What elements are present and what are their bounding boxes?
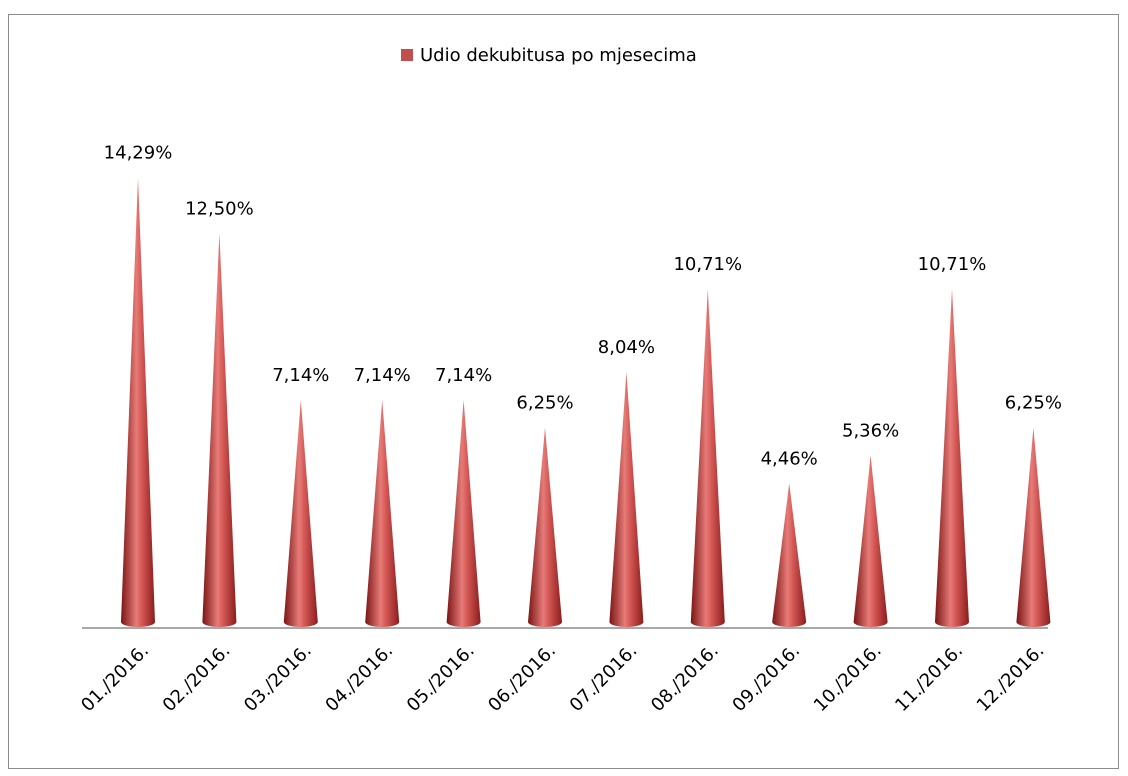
data-label: 10,71%: [918, 254, 987, 275]
data-label: 6,25%: [1005, 393, 1062, 414]
cone-body: [283, 399, 318, 627]
cone: [853, 455, 888, 627]
cone-body: [609, 371, 644, 627]
cone: [121, 177, 155, 627]
data-label: 14,29%: [104, 143, 173, 164]
cone-body: [202, 233, 237, 627]
cone-body: [853, 455, 888, 627]
data-label: 5,36%: [842, 420, 899, 441]
cone-body: [446, 399, 481, 627]
data-label: 7,14%: [354, 365, 411, 386]
data-label: 7,14%: [272, 365, 329, 386]
data-label: 4,46%: [761, 448, 818, 469]
cone-body: [935, 288, 969, 627]
data-label: 12,50%: [185, 198, 254, 219]
cone: [772, 483, 807, 627]
cone: [202, 233, 237, 627]
cone: [528, 427, 562, 627]
cone: [690, 288, 725, 627]
data-label: 6,25%: [516, 393, 573, 414]
cone: [365, 399, 400, 627]
legend-label: Udio dekubitusa po mjesecima: [420, 45, 697, 66]
legend-swatch: [401, 49, 413, 61]
cone: [609, 371, 644, 627]
cone-body: [121, 177, 155, 627]
cone-body: [528, 427, 562, 627]
cone-body: [1016, 427, 1051, 627]
cone-body: [772, 483, 807, 627]
chart-frame: [8, 14, 1119, 769]
cone: [283, 399, 318, 627]
cone-body: [365, 399, 400, 627]
cone: [935, 288, 969, 627]
cone: [1016, 427, 1051, 627]
data-label: 10,71%: [673, 254, 742, 275]
cone: [446, 399, 481, 627]
data-label: 7,14%: [435, 365, 492, 386]
data-label: 8,04%: [598, 337, 655, 358]
cone-body: [690, 288, 725, 627]
